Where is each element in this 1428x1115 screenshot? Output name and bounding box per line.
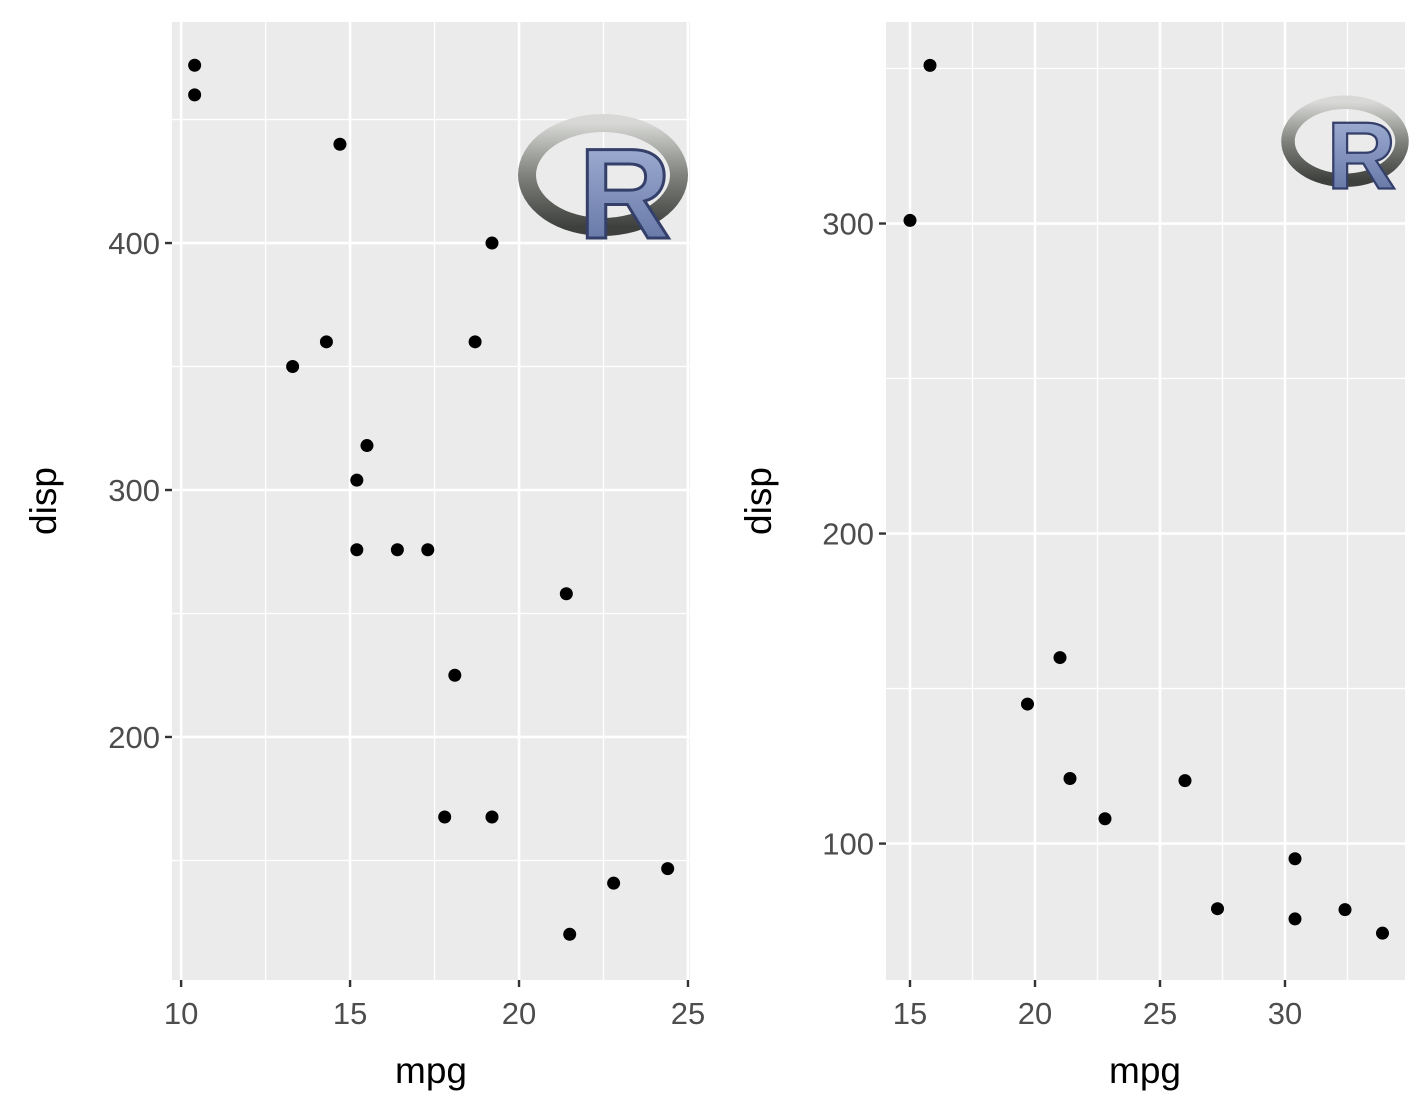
- data-point: [661, 862, 675, 876]
- y-tick-label: 400: [108, 226, 160, 261]
- data-point: [319, 335, 333, 349]
- data-point: [1288, 852, 1302, 866]
- data-point: [1376, 926, 1389, 940]
- y-tick-label: 200: [108, 720, 160, 755]
- data-point: [923, 58, 937, 72]
- data-point: [390, 543, 404, 557]
- data-point: [188, 58, 202, 72]
- data-point: [188, 88, 202, 102]
- data-point: [1063, 771, 1077, 785]
- data-point: [607, 876, 621, 890]
- y-axis-title: disp: [738, 467, 779, 535]
- r-logo-letter: R: [579, 123, 671, 266]
- r-logo-ring: [518, 114, 688, 236]
- data-point: [485, 810, 499, 824]
- data-point: [485, 236, 499, 250]
- data-point: [421, 543, 435, 557]
- x-tick-label: 30: [1268, 996, 1302, 1031]
- y-tick-label: 300: [822, 207, 874, 242]
- data-point: [286, 360, 300, 374]
- data-point: [360, 439, 374, 453]
- y-tick-label: 100: [822, 827, 874, 862]
- y-tick-label: 200: [822, 517, 874, 552]
- x-tick-label: 15: [333, 996, 367, 1031]
- r-logo-ring: [1281, 95, 1409, 187]
- data-point: [1178, 774, 1192, 788]
- data-point: [438, 810, 452, 824]
- data-point: [1211, 902, 1224, 916]
- x-tick-label: 20: [502, 996, 536, 1031]
- data-point: [563, 927, 577, 941]
- data-point: [350, 473, 364, 487]
- x-tick-label: 15: [893, 996, 927, 1031]
- x-axis-title: mpg: [1109, 1050, 1181, 1091]
- y-axis-title: disp: [23, 467, 64, 535]
- x-tick-label: 25: [671, 996, 705, 1031]
- data-point: [448, 668, 462, 682]
- data-point: [559, 587, 573, 601]
- r-logo-image: R: [1281, 95, 1409, 211]
- data-point: [333, 137, 347, 151]
- x-tick-label: 20: [1018, 996, 1052, 1031]
- data-point: [903, 213, 917, 227]
- y-tick-label: 300: [108, 473, 160, 508]
- r-logo-letter: R: [1327, 103, 1396, 210]
- data-point: [1338, 903, 1352, 917]
- data-point: [468, 335, 482, 349]
- x-tick-label: 25: [1143, 996, 1177, 1031]
- data-point: [1098, 812, 1112, 826]
- x-tick-label: 10: [164, 996, 198, 1031]
- x-axis-title: mpg: [395, 1050, 467, 1091]
- r-logo-image: R: [518, 114, 688, 268]
- data-point: [1053, 651, 1067, 665]
- data-point: [1288, 912, 1302, 926]
- data-point: [1021, 697, 1034, 711]
- data-point: [350, 543, 364, 557]
